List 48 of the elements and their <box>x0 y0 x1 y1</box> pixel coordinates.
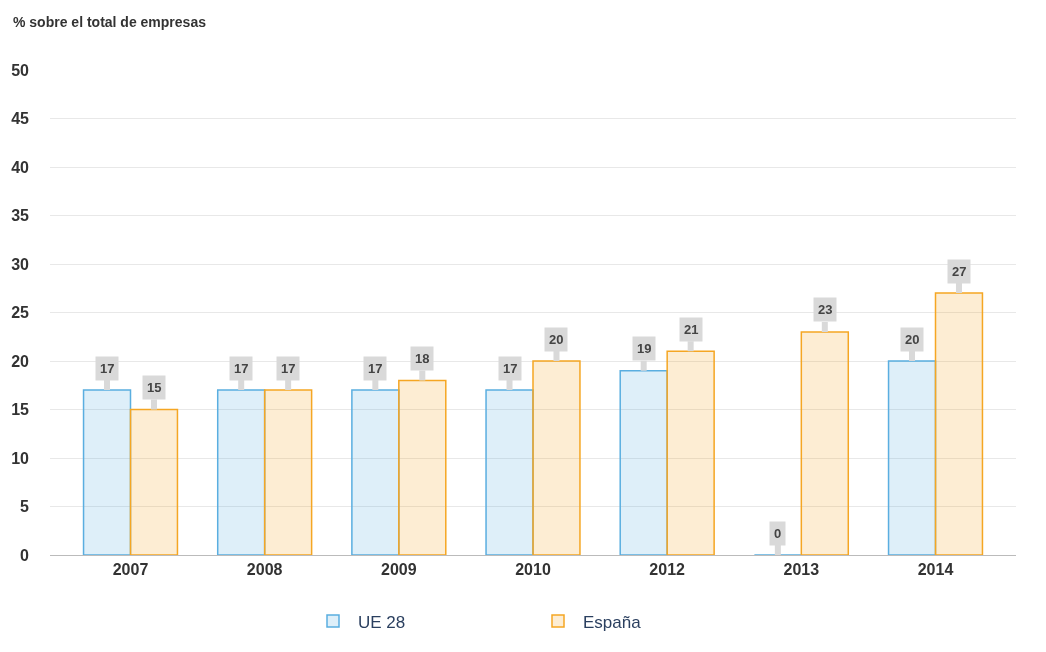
bar <box>934 292 984 555</box>
bar <box>532 360 581 555</box>
bar <box>351 389 400 555</box>
y-tick-label: 10 <box>11 449 30 467</box>
y-tick-label: 15 <box>11 401 30 419</box>
data-label: 21 <box>684 322 699 337</box>
bar <box>82 389 132 555</box>
y-tick-label: 0 <box>20 546 30 564</box>
y-tick-label: 45 <box>11 110 30 128</box>
data-label: 0 <box>774 526 782 541</box>
x-tick-label: 2012 <box>649 561 686 579</box>
y-tick-label: 20 <box>11 352 30 370</box>
bar <box>398 379 447 555</box>
bar <box>129 408 179 555</box>
x-tick-label: 2008 <box>246 561 283 579</box>
data-label: 17 <box>503 361 518 376</box>
data-label: 17 <box>100 361 115 376</box>
x-tick-label: 2013 <box>783 561 820 579</box>
data-label: 19 <box>637 341 652 356</box>
y-tick-label: 25 <box>11 304 30 322</box>
data-label: 15 <box>147 380 162 395</box>
bar <box>800 331 850 555</box>
data-label: 23 <box>818 302 833 317</box>
y-tick-label: 5 <box>20 498 30 516</box>
data-label: 20 <box>905 332 920 347</box>
data-label: 27 <box>952 264 967 279</box>
legend-label: España <box>583 612 642 632</box>
y-tick-label: 35 <box>11 207 30 225</box>
legend-label: UE 28 <box>358 612 406 632</box>
y-tick-label: 50 <box>11 61 30 79</box>
bar <box>263 389 313 555</box>
data-label: 17 <box>234 361 249 376</box>
bar <box>485 389 534 555</box>
bar <box>887 360 937 555</box>
y-tick-label: 40 <box>11 158 30 176</box>
data-label: 20 <box>549 332 564 347</box>
bar <box>216 389 266 555</box>
data-label: 18 <box>415 351 430 366</box>
x-tick-label: 2009 <box>381 561 417 579</box>
data-label: 17 <box>281 361 296 376</box>
x-tick-label: 2007 <box>112 561 149 579</box>
data-label: 17 <box>368 361 383 376</box>
y-tick-label: 30 <box>11 255 30 273</box>
x-tick-label: 2014 <box>917 561 954 579</box>
y-axis-title: % sobre el total de empresas <box>13 14 207 30</box>
x-tick-label: 2010 <box>515 561 551 579</box>
bar <box>619 369 668 555</box>
bar <box>666 350 715 555</box>
